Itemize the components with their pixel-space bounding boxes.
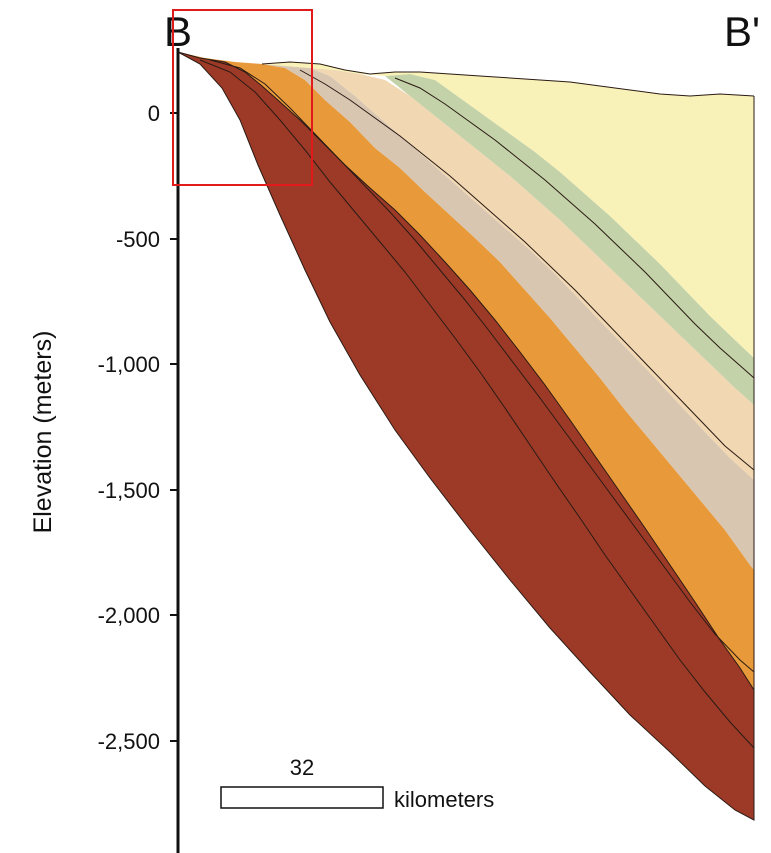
layer-dark-red-brown [178,52,754,820]
highlight-box [172,9,313,186]
layer-top-yellow [262,62,754,358]
y-tick-label: -1,500 [98,478,160,503]
boundary-line [177,51,755,821]
y-tick-label: 0 [148,101,160,126]
y-tick-label: -1,000 [98,352,160,377]
boundary-line [177,51,755,691]
y-tick-label: -500 [116,227,160,252]
scale-bar [220,786,384,809]
boundary-line [394,77,755,379]
scale-bar-value: 32 [290,755,314,780]
boundary-line [299,69,755,471]
y-axis-title: Elevation (meters) [29,331,57,534]
section-end-label: B' [724,8,760,55]
boundary-line [209,59,755,673]
boundary-line [261,61,755,97]
y-tick-label: -2,000 [98,603,160,628]
y-tick-label: -2,500 [98,729,160,754]
scale-bar-unit: kilometers [394,787,494,812]
section-start-label: B [164,8,192,55]
boundary-line [199,59,755,749]
